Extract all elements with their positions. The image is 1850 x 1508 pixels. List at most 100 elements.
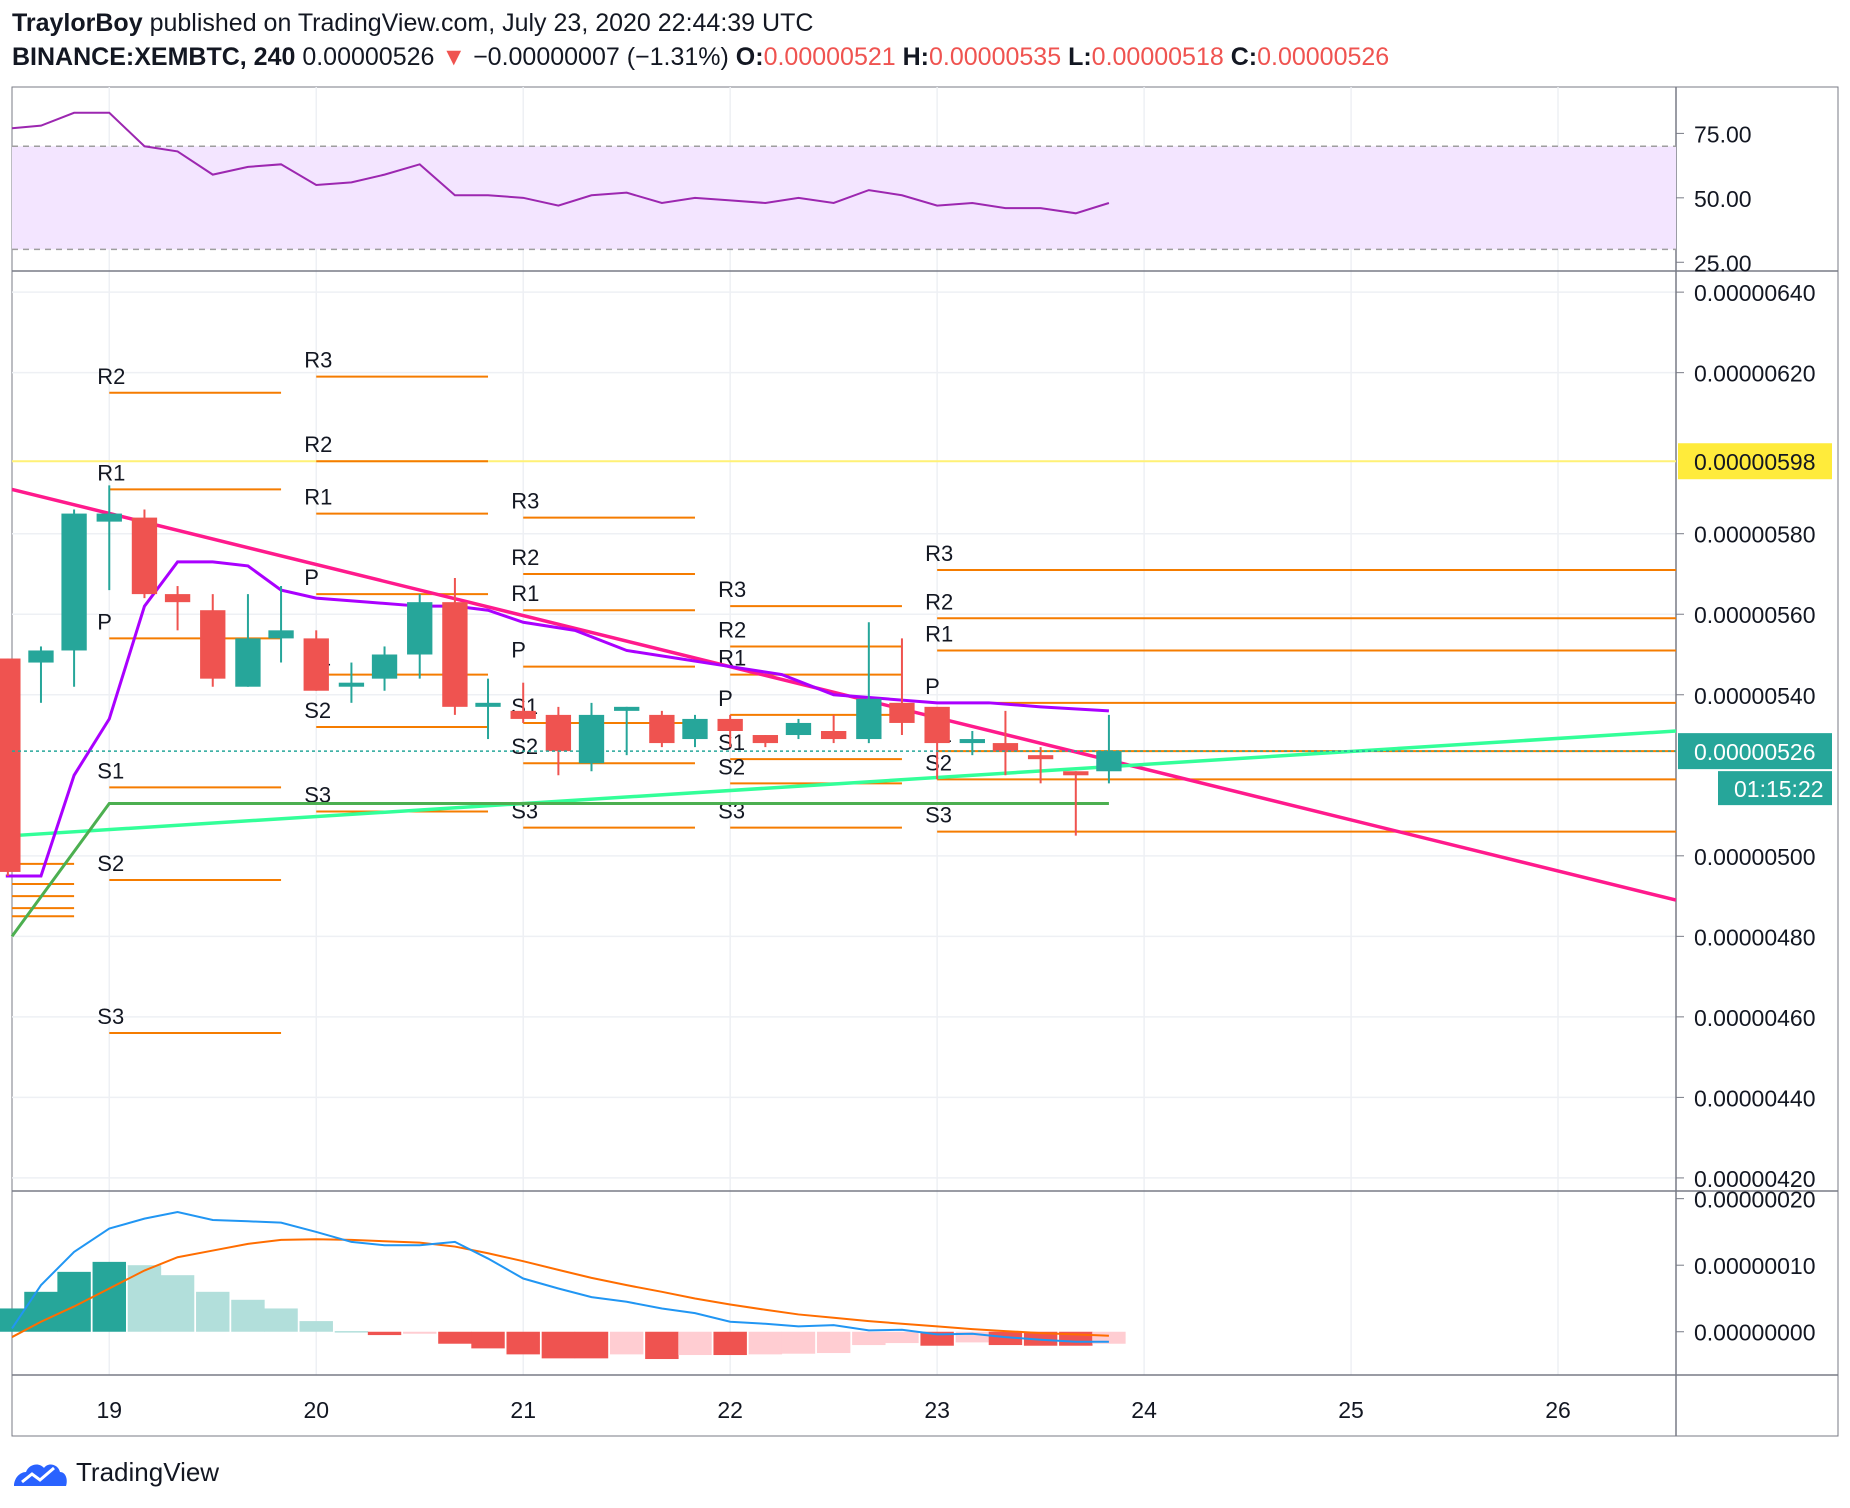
pivot-label-p: P xyxy=(304,565,319,590)
macd-histogram-bar xyxy=(92,1261,126,1332)
macd-histogram-bar xyxy=(334,1331,369,1333)
candle xyxy=(268,586,294,663)
price-axis-tick-label: 0.00000540 xyxy=(1694,683,1816,709)
alert-price-label: 0.00000598 xyxy=(1694,449,1816,475)
chart-header: TraylorBoy published on TradingView.com,… xyxy=(12,6,1832,74)
pivot-label-r1: R1 xyxy=(511,581,539,606)
candle-body xyxy=(268,630,294,639)
macd-histogram-bar xyxy=(231,1299,265,1332)
high-label: H: xyxy=(902,43,930,71)
x-axis-tick-label: 23 xyxy=(924,1397,950,1423)
candle xyxy=(752,735,779,748)
macd-histogram-bar xyxy=(748,1331,783,1355)
candle-body xyxy=(28,650,54,663)
price-pane: R2R1PS1S2S3R3R2R1PS1S2S3R3R2R1PS1S2S3R3R… xyxy=(0,348,1832,1034)
candle-body xyxy=(0,658,21,872)
pivot-label-r2: R2 xyxy=(925,589,953,614)
pivot-label-r3: R3 xyxy=(925,541,953,566)
macd-histogram-bar xyxy=(127,1265,162,1332)
price-axis-tick-label: 0.00000460 xyxy=(1694,1005,1816,1031)
candle-body xyxy=(475,702,501,707)
high-value: 0.00000535 xyxy=(929,43,1062,71)
macd-axis-tick-label: 0.00000020 xyxy=(1694,1187,1816,1213)
candle xyxy=(61,509,87,687)
macd-histogram-bar xyxy=(885,1331,919,1344)
rsi-pane: 75.00 50.00 25.00 xyxy=(11,111,1752,276)
macd-histogram-bar xyxy=(367,1331,402,1336)
pivot-label-r2: R2 xyxy=(511,545,539,570)
down-arrow-icon: ▼ xyxy=(441,43,467,71)
pivot-label-s3: S3 xyxy=(97,1004,124,1029)
candle xyxy=(1027,747,1054,784)
candle xyxy=(717,714,743,748)
x-axis-tick-label: 26 xyxy=(1545,1397,1571,1423)
candle-body xyxy=(235,638,261,687)
pivot-label-p: P xyxy=(925,674,940,699)
candle xyxy=(164,586,191,631)
low-value: 0.00000518 xyxy=(1091,43,1224,71)
publish-line: TraylorBoy published on TradingView.com,… xyxy=(12,6,1832,40)
author-name[interactable]: TraylorBoy xyxy=(12,9,143,37)
candle xyxy=(0,658,21,876)
x-axis-tick-label: 19 xyxy=(96,1397,122,1423)
symbol-name[interactable]: BINANCE:XEMBTC, 240 xyxy=(12,43,296,71)
low-label: L: xyxy=(1068,43,1092,71)
candle xyxy=(407,594,433,679)
pivot-label-r2: R2 xyxy=(718,617,746,642)
footer: TradingView xyxy=(12,1452,219,1492)
macd-line xyxy=(11,1210,1109,1343)
candle xyxy=(649,710,675,748)
macd-histogram-bar xyxy=(24,1291,58,1332)
macd-histogram-bar xyxy=(403,1331,437,1334)
pivot-label-p: P xyxy=(511,638,526,663)
candle xyxy=(785,718,812,740)
pivot-label-s2: S2 xyxy=(304,698,331,723)
x-axis-tick-label: 22 xyxy=(717,1397,743,1423)
price-axis-tick-label: 0.00000480 xyxy=(1694,924,1816,950)
rsi-band xyxy=(12,146,1676,250)
pivot-label-p: P xyxy=(718,686,733,711)
x-axis-tick-label: 20 xyxy=(303,1397,329,1423)
price-axis-tick-label: 0.00000640 xyxy=(1694,280,1816,306)
macd-histogram-bar xyxy=(955,1331,990,1343)
candle-body xyxy=(820,731,847,740)
tradingview-logo-icon xyxy=(14,1464,67,1486)
macd-histogram-bar xyxy=(196,1291,230,1332)
candle xyxy=(510,682,536,723)
macd-histogram-bar xyxy=(506,1331,540,1355)
candle xyxy=(1096,714,1122,784)
pivot-label-r2: R2 xyxy=(97,364,125,389)
countdown-label: 01:15:22 xyxy=(1734,776,1824,802)
last-price: 0.00000526 xyxy=(302,43,435,71)
candle-body xyxy=(578,714,605,764)
candle-body xyxy=(752,735,779,744)
candle xyxy=(924,706,950,780)
candle xyxy=(475,678,501,740)
candle-body xyxy=(164,594,191,603)
candle xyxy=(442,578,468,715)
macd-histogram-bar xyxy=(57,1271,91,1332)
tradingview-brand[interactable]: TradingView xyxy=(76,1456,220,1487)
last-price-label: 0.00000526 xyxy=(1694,739,1816,765)
rsi-axis-tick-label: 75.00 xyxy=(1694,121,1752,147)
macd-pane: 0.00000020 0.00000010 0.00000000 xyxy=(0,1187,1816,1360)
candle-body xyxy=(510,710,536,719)
candle-body xyxy=(200,610,226,679)
macd-histogram-bar xyxy=(264,1308,298,1332)
price-axis-tick-label: 0.00000560 xyxy=(1694,602,1816,628)
pivot-label-s2: S2 xyxy=(925,750,952,775)
price-axis-tick-label: 0.00000420 xyxy=(1694,1166,1816,1192)
macd-axis-tick-label: 0.00000010 xyxy=(1694,1253,1816,1279)
open-label: O: xyxy=(735,43,764,71)
candle-body xyxy=(682,718,708,740)
candle xyxy=(856,622,882,744)
candle-body xyxy=(61,513,87,651)
open-value: 0.00000521 xyxy=(763,43,896,71)
macd-histogram-bar xyxy=(299,1321,333,1332)
symbol-line: BINANCE:XEMBTC, 240 0.00000526 ▼ −0.0000… xyxy=(12,40,1832,74)
macd-histogram-bar xyxy=(0,1308,25,1332)
candle xyxy=(682,714,708,748)
candle-body xyxy=(338,682,365,687)
macd-axis-tick-label: 0.00000000 xyxy=(1694,1320,1816,1346)
